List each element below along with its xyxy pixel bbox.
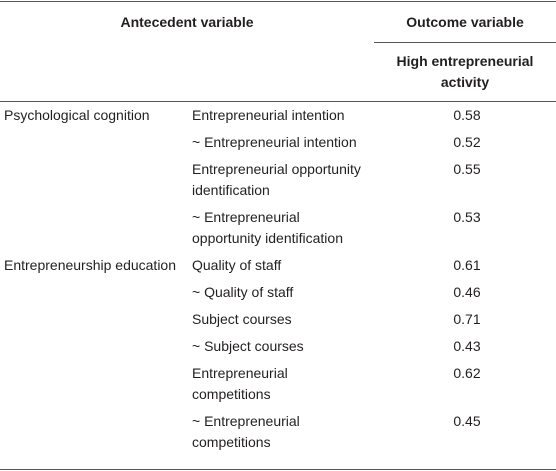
table-row: Subject courses 0.71 [0, 306, 556, 333]
group-cell [0, 333, 192, 360]
value-cell: 0.45 [374, 408, 556, 470]
variable-label: ~ Quality of staff [192, 284, 294, 300]
table-row: ~ Entrepreneurial intention 0.52 [0, 129, 556, 156]
value-cell: 0.71 [453, 311, 481, 327]
variable-label: Quality of staff [192, 257, 282, 273]
value-cell: 0.46 [453, 284, 481, 300]
table-row: ~ Subject courses 0.43 [0, 333, 556, 360]
variable-label: Subject courses [192, 311, 292, 327]
variable-label: ~ Entrepreneurial competitions [192, 408, 374, 470]
group-cell [0, 129, 192, 156]
header-row: Antecedent variable Outcome variable [0, 1, 556, 43]
group-cell [0, 204, 192, 252]
header-spacer [0, 42, 374, 102]
table-row: ~ Entrepreneurial competitions 0.45 [0, 408, 556, 470]
variable-label: ~ Entrepreneurial opportunity identifica… [192, 209, 343, 246]
value-cell: 0.62 [453, 365, 481, 381]
column-subheader: High entrepreneurial activity [374, 42, 556, 102]
variable-label: ~ Subject courses [192, 338, 304, 354]
variable-label: Entrepreneurial opportunity identificati… [192, 161, 361, 198]
table-body: Psychological cognition Entrepreneurial i… [0, 102, 556, 470]
value-cell: 0.58 [453, 107, 481, 123]
header-row: High entrepreneurial activity [0, 42, 556, 102]
table-row: Psychological cognition Entrepreneurial i… [0, 102, 556, 130]
value-cell: 0.43 [453, 338, 481, 354]
group-cell [0, 408, 192, 470]
column-header: Outcome variable [374, 1, 556, 43]
group-cell [0, 279, 192, 306]
table-row: Entrepreneurial competitions 0.62 [0, 360, 556, 408]
group-label: Entrepreneurship education [4, 257, 177, 273]
table-row: ~ Quality of staff 0.46 [0, 279, 556, 306]
group-cell [0, 360, 192, 408]
group-cell [0, 306, 192, 333]
value-cell: 0.55 [453, 161, 481, 177]
group-label: Psychological cognition [4, 107, 150, 123]
variable-label: Entrepreneurial intention [192, 107, 345, 123]
column-header: Antecedent variable [0, 1, 374, 43]
table-row: Entrepreneurial opportunity identificati… [0, 156, 556, 204]
value-cell: 0.61 [453, 257, 481, 273]
value-cell: 0.52 [453, 134, 481, 150]
table-row: ~ Entrepreneurial opportunity identifica… [0, 204, 556, 252]
value-cell: 0.53 [453, 209, 481, 225]
variable-label: ~ Entrepreneurial intention [192, 134, 357, 150]
variable-label: Entrepreneurial competitions [192, 365, 288, 402]
table-row: Entrepreneurship education Quality of sta… [0, 252, 556, 279]
group-cell [0, 156, 192, 204]
